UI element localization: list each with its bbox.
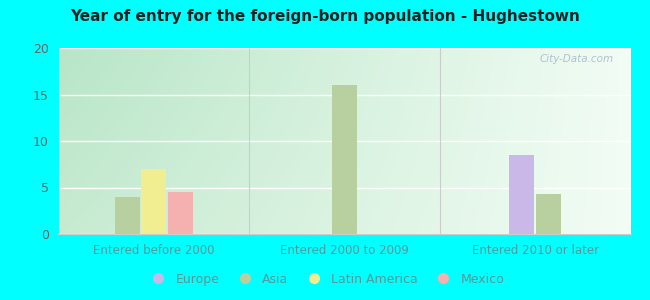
Bar [332, 85, 357, 234]
Text: Year of entry for the foreign-born population - Hughestown: Year of entry for the foreign-born popul… [70, 9, 580, 24]
Bar [142, 169, 166, 234]
Bar [115, 197, 140, 234]
Bar [536, 194, 561, 234]
Bar [168, 192, 193, 234]
Legend: Europe, Asia, Latin America, Mexico: Europe, Asia, Latin America, Mexico [141, 268, 509, 291]
Bar [510, 155, 534, 234]
Text: City-Data.com: City-Data.com [540, 54, 614, 64]
